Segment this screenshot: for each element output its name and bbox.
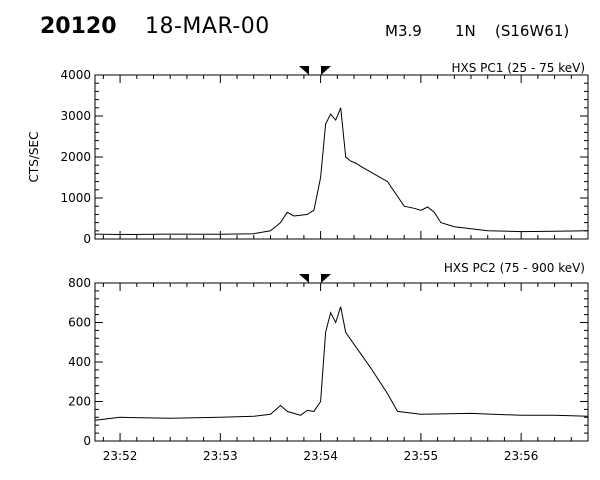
x-tick-label: 23:53: [203, 449, 238, 463]
chart-panel-1: HXS PC1 (25 - 75 keV) CTS/SEC 0 1000 2000 300…: [27, 61, 589, 246]
y-tick-label: 400: [68, 355, 91, 369]
y-tick-label: 1000: [60, 191, 91, 205]
x-tick-label: 23:52: [103, 449, 138, 463]
interval-marker-icon: [299, 66, 309, 75]
flare-location: (S16W61): [495, 22, 570, 40]
chart-panel-2: HXS PC2 (75 - 900 keV) 0 200 400 600 800: [68, 261, 589, 448]
y-tick-label: 3000: [60, 109, 91, 123]
interval-marker-icon: [321, 66, 331, 75]
series-line: [94, 107, 589, 236]
y-tick-label: 600: [68, 316, 91, 330]
y-tick-label: 0: [83, 434, 91, 448]
series-line: [94, 306, 589, 421]
y-tick-label: 200: [68, 395, 91, 409]
flare-class: M3.9: [385, 22, 422, 40]
plot-frame: [94, 282, 589, 442]
x-tick-label: 23:55: [404, 449, 439, 463]
interval-marker-icon: [321, 274, 331, 283]
plot-frame: [94, 74, 589, 240]
y-tick-label: 800: [68, 276, 91, 290]
chart-title: HXS PC1 (25 - 75 keV): [451, 61, 585, 75]
y-tick-label: 0: [83, 232, 91, 246]
x-tick-label: 23:54: [303, 449, 338, 463]
chart-title: HXS PC2 (75 - 900 keV): [444, 261, 585, 275]
x-tick-label: 23:56: [504, 449, 539, 463]
y-axis-label: CTS/SEC: [27, 132, 41, 183]
optical-class: 1N: [455, 22, 476, 40]
event-date: 18-MAR-00: [145, 14, 270, 39]
event-id: 20120: [40, 14, 117, 39]
y-tick-label: 2000: [60, 150, 91, 164]
y-tick-label: 4000: [60, 68, 91, 82]
interval-marker-icon: [299, 274, 309, 283]
